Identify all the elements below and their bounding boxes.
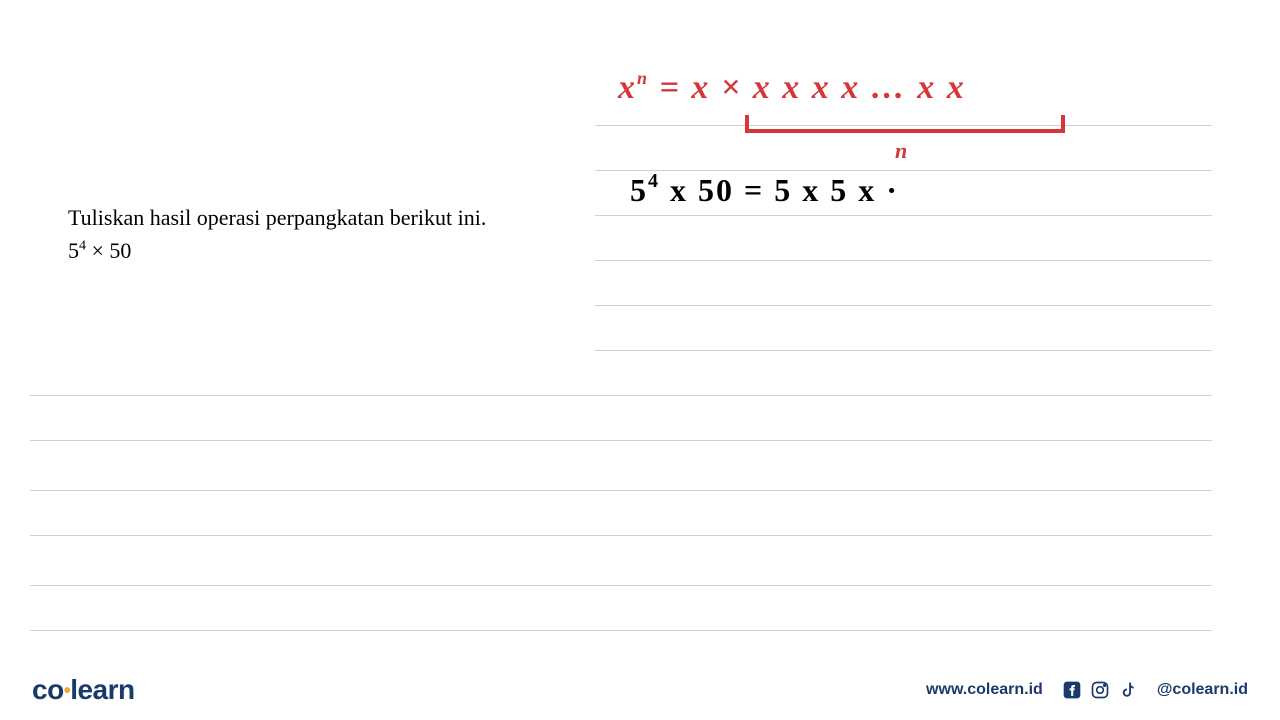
handwritten-calc-black: 54 x 50 = 5 x 5 x · <box>630 170 899 209</box>
math-exponent: 4 <box>79 239 86 254</box>
ruled-line <box>595 215 1212 216</box>
question-expression: 54 × 50 <box>68 238 131 264</box>
logo-part1: co <box>32 674 64 705</box>
ruled-line <box>30 490 1212 491</box>
question-prompt: Tuliskan hasil operasi perpangkatan beri… <box>68 200 486 235</box>
math-base: 5 <box>68 238 79 263</box>
math-rest: × 50 <box>86 238 131 263</box>
instagram-icon <box>1089 679 1111 701</box>
formula-eq: = <box>649 69 691 106</box>
ruled-line <box>30 630 1212 631</box>
logo-part2: learn <box>70 674 134 705</box>
brand-logo: co•learn <box>32 674 135 706</box>
ruled-line <box>30 395 1212 396</box>
formula-exp: n <box>637 68 649 88</box>
footer: co•learn www.colearn.id @colearn.id <box>0 660 1280 720</box>
ruled-line <box>30 535 1212 536</box>
footer-right: www.colearn.id @colearn.id <box>926 679 1248 701</box>
ruled-line <box>30 585 1212 586</box>
ruled-line <box>595 305 1212 306</box>
tiktok-icon <box>1117 679 1139 701</box>
calc-exp: 4 <box>648 170 660 192</box>
underbrace <box>745 115 1065 133</box>
calc-base: 5 <box>630 172 648 208</box>
facebook-icon <box>1061 679 1083 701</box>
ruled-line <box>595 260 1212 261</box>
website-url: www.colearn.id <box>926 681 1043 699</box>
content-area: Tuliskan hasil operasi perpangkatan beri… <box>0 0 1280 655</box>
ruled-line <box>595 350 1212 351</box>
formula-rhs: x × x x x x … x x <box>691 69 965 106</box>
calc-rest: x 50 = 5 x 5 x · <box>660 172 899 208</box>
social-handle: @colearn.id <box>1157 681 1248 699</box>
formula-lhs: x <box>618 69 637 106</box>
underbrace-label: n <box>895 138 907 164</box>
social-icons <box>1061 679 1139 701</box>
ruled-line <box>30 440 1212 441</box>
handwritten-formula-red: xn = x × x x x x … x x <box>618 68 966 107</box>
